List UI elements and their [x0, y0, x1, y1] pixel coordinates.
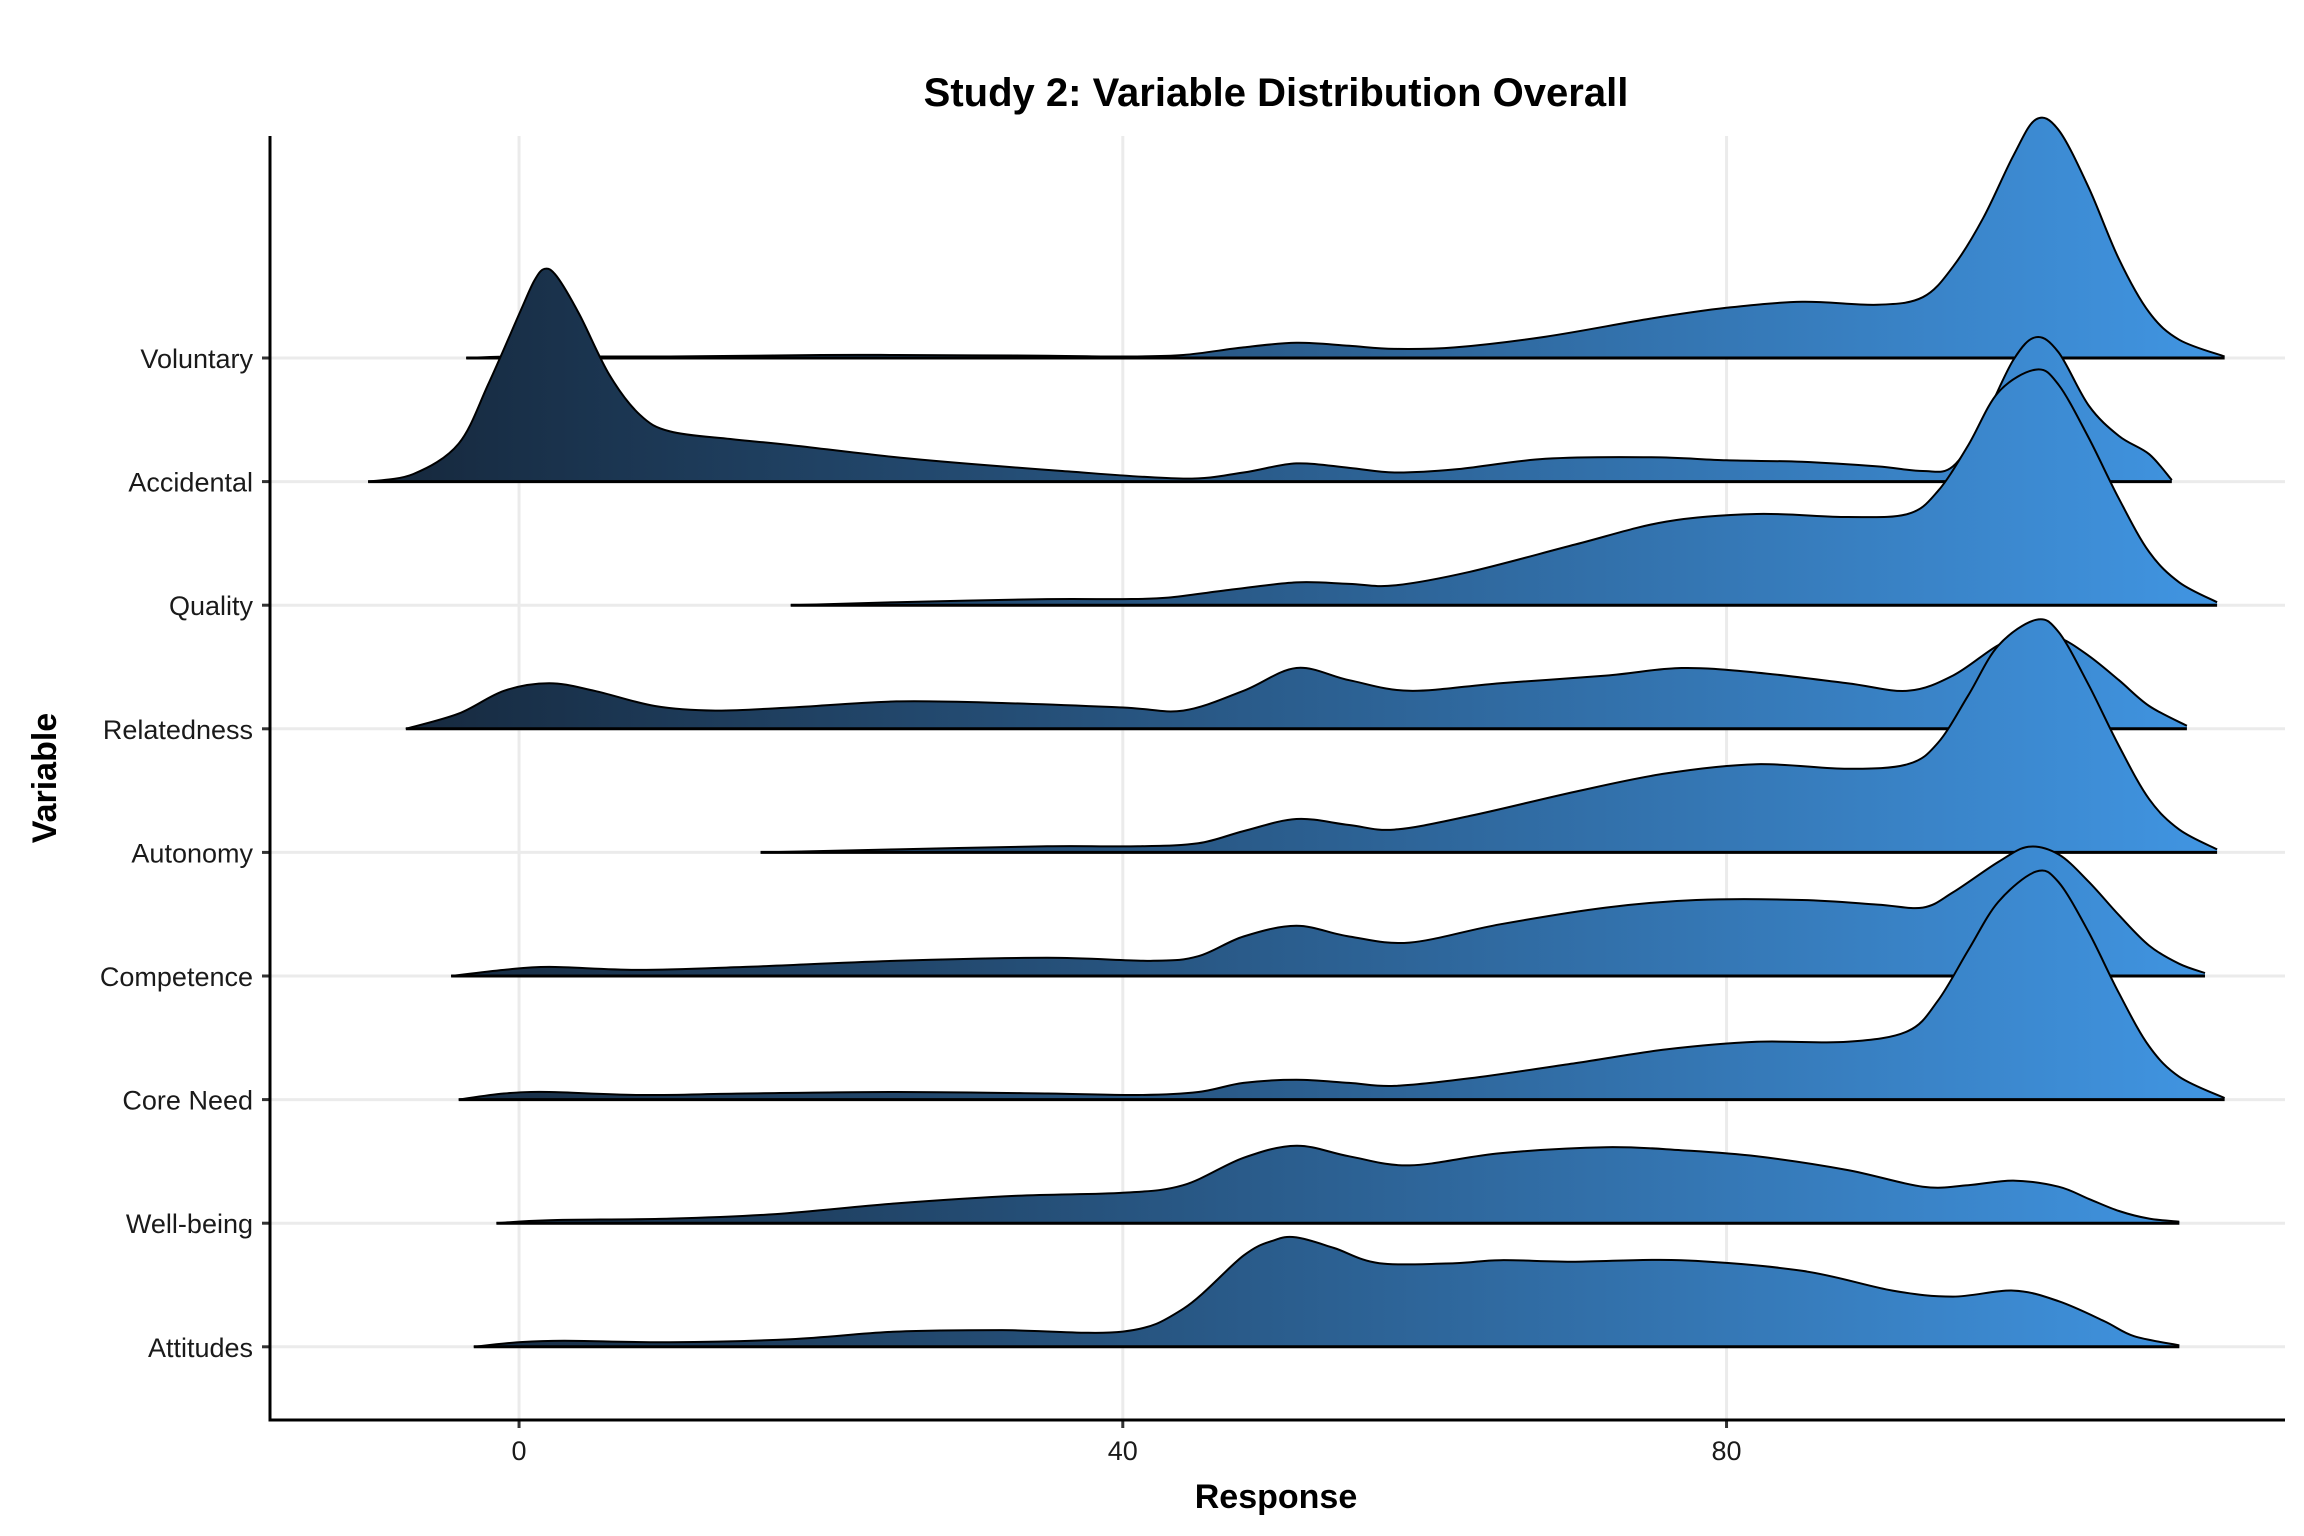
y-tick-label: Core Need [122, 1086, 253, 1116]
ridge-outline [790, 368, 2218, 607]
y-tick-label: Well-being [126, 1209, 253, 1239]
x-tick-label: 40 [1108, 1436, 1138, 1466]
ridge-well-being [496, 1145, 2180, 1224]
x-tick-label: 0 [512, 1436, 527, 1466]
ridge-outline [466, 116, 2225, 359]
ridge-outline [367, 267, 2173, 483]
x-tick-labels: 0 40 80 [512, 1420, 1742, 1466]
x-axis-label: Response [1195, 1478, 1358, 1516]
ridge-competence [451, 846, 2206, 976]
y-tick-label: Voluntary [140, 344, 253, 374]
ridge-relatedness [405, 634, 2187, 729]
y-axis-label: Variable [26, 713, 64, 843]
y-tick-labels: Voluntary Accidental Quality Relatedness Aut… [100, 344, 270, 1363]
x-tick-label: 80 [1712, 1436, 1742, 1466]
ridge-attitudes [473, 1236, 2180, 1347]
ridge-outline [760, 618, 2218, 854]
y-tick-label: Attitudes [148, 1333, 253, 1363]
ridge-outline [496, 1144, 2180, 1225]
vertical-gridlines [517, 136, 1729, 1420]
y-tick-label: Quality [169, 591, 254, 621]
ridge-autonomy [760, 619, 2218, 853]
y-tick-label: Competence [100, 962, 253, 992]
ridges-layer [367, 116, 2226, 1349]
ridge-voluntary [466, 117, 2225, 358]
ridge-quality [790, 369, 2218, 606]
y-tick-label: Accidental [128, 468, 253, 498]
ridge-outline [450, 845, 2206, 977]
y-tick-label: Autonomy [131, 838, 253, 868]
ridge-accidental [368, 268, 2172, 482]
chart-title: Study 2: Variable Distribution Overall [924, 71, 1629, 115]
ridge-outline [473, 1235, 2180, 1348]
y-tick-label: Relatedness [103, 715, 253, 745]
ridge-outline [458, 869, 2226, 1101]
